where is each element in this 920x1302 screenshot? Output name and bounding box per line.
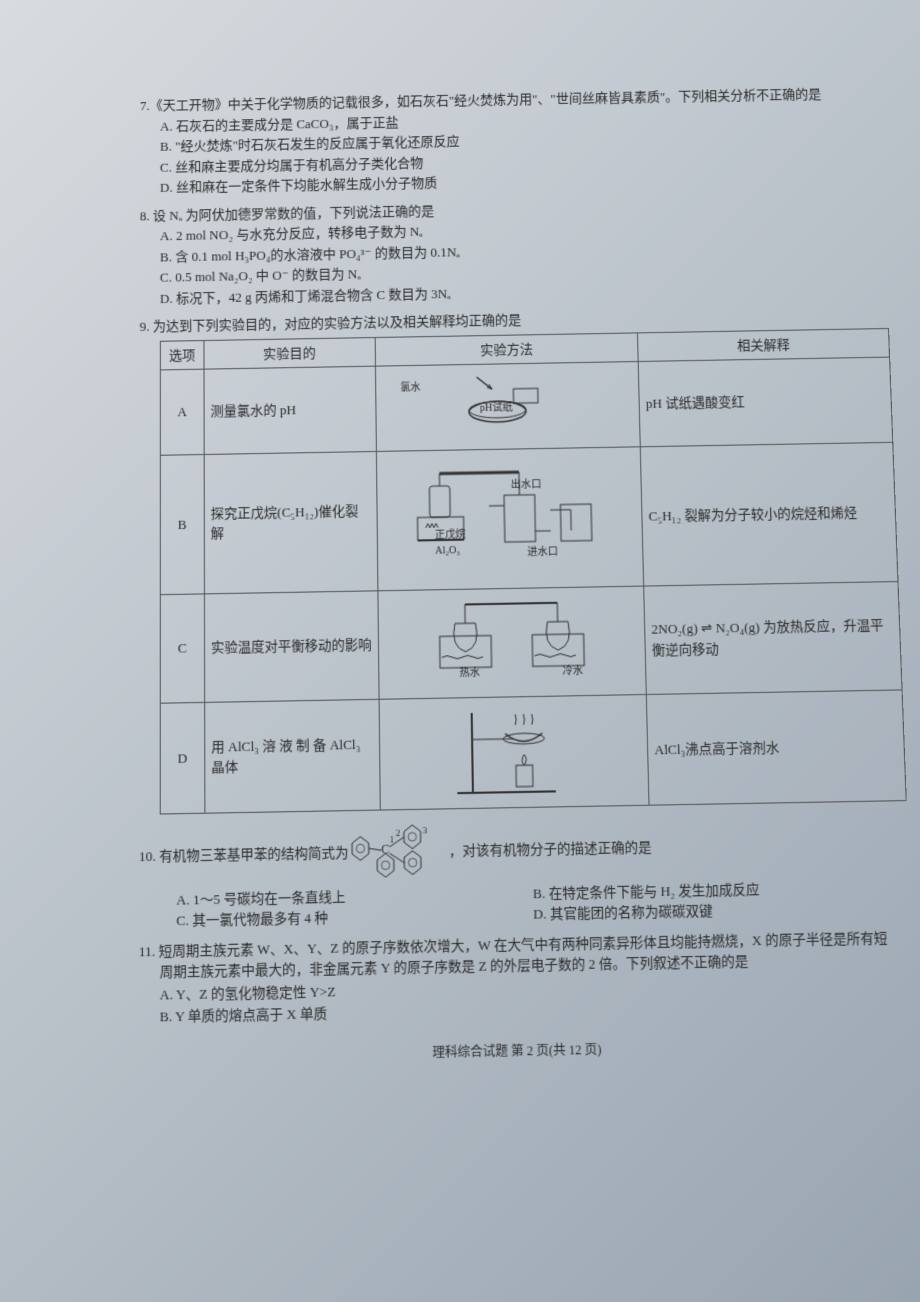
q10-stem-before: 10. 有机物三苯基甲苯的结构简式为 — [139, 844, 349, 864]
cell-method — [379, 694, 649, 810]
label-ph-paper: pH试纸 — [480, 402, 513, 414]
diagram-evaporation-icon — [440, 700, 587, 798]
th-option: 选项 — [160, 340, 203, 370]
triphenyl-structure-icon: C 1 2 3 — [352, 820, 446, 886]
question-9: 9. 为达到下列实验目的，对应的实验方法以及相关解释均正确的是 选项 实验目的 … — [139, 304, 886, 815]
question-11: 11. 短周期主族元素 W、X、Y、Z 的原子序数依次增大，W 在大气中有两种同… — [139, 927, 894, 1028]
cell-purpose: 探究正戊烷(C₅H₁₂)催化裂解 — [204, 451, 378, 594]
svg-text:2: 2 — [395, 827, 400, 838]
cell-purpose: 测量氯水的 pH — [204, 366, 376, 454]
cell-method: 出水口 正戊烷 Al₂O₃ 进水口 — [376, 446, 643, 591]
svg-text:3: 3 — [422, 825, 427, 836]
cell-opt: A — [160, 369, 204, 455]
label-cold-water: 冷水 — [562, 663, 583, 679]
question-7: 7.《天工开物》中关于化学物质的记载很多，如石灰石"经火焚炼为用"、"世间丝麻皆… — [140, 84, 864, 198]
q10-stem-after: ，对该有机物分子的描述正确的是 — [449, 839, 652, 859]
question-8: 8. 设 Nₐ 为阿伏加德罗常数的值，下列说法正确的是 A. 2 mol NO₂… — [140, 193, 868, 308]
page-footer: 理科综合试题 第 2 页(共 12 页) — [139, 1034, 896, 1068]
cell-purpose: 用 AlCl₃ 溶 液 制 备 AlCl₃ 晶体 — [204, 699, 380, 813]
cell-opt: D — [160, 702, 204, 814]
cell-opt: C — [160, 594, 204, 703]
svg-text:C: C — [381, 842, 390, 857]
diagram-equilibrium-icon — [408, 591, 615, 679]
label-al2o3: Al₂O₃ — [435, 545, 460, 557]
question-10: 10. 有机物三苯基甲苯的结构简式为 C — [139, 812, 890, 932]
label-pentane: 正戊烷 — [435, 529, 466, 541]
cell-explain: C₅H₁₂ 裂解为分子较小的烷烃和烯烃 — [640, 442, 898, 586]
th-purpose: 实验目的 — [204, 337, 376, 369]
cell-opt: B — [160, 454, 204, 595]
svg-text:1: 1 — [389, 834, 394, 845]
cell-purpose: 实验温度对平衡移动的影响 — [204, 591, 379, 702]
table-row: C 实验温度对平衡移动的影响 — [160, 582, 902, 703]
label-chlorine-water: 氯水 — [400, 382, 420, 394]
cell-method: 热水 冷水 — [378, 586, 647, 699]
th-method: 实验方法 — [375, 332, 638, 366]
th-explain: 相关解释 — [637, 328, 889, 362]
cell-explain: 2NO₂(g) ⇌ N₂O₄(g) 为放热反应，升温平衡逆向移动 — [644, 582, 902, 694]
cell-explain: AlCl₃沸点高于溶剂水 — [646, 689, 906, 805]
cell-method: 氯水 pH试纸 — [375, 362, 640, 451]
cell-explain: pH 试纸遇酸变红 — [638, 357, 893, 446]
q9-table: 选项 实验目的 实验方法 相关解释 A 测量氯水的 pH — [160, 327, 907, 814]
label-water-in: 进水口 — [527, 546, 558, 558]
table-row: B 探究正戊烷(C₅H₁₂)催化裂解 — [160, 442, 898, 595]
label-water-out: 出水口 — [511, 479, 542, 491]
label-hot-water: 热水 — [459, 665, 480, 681]
table-row: A 测量氯水的 pH 氯水 pH试纸 — [160, 357, 892, 455]
table-row: D 用 AlCl₃ 溶 液 制 备 AlCl₃ 晶体 — [160, 689, 906, 814]
